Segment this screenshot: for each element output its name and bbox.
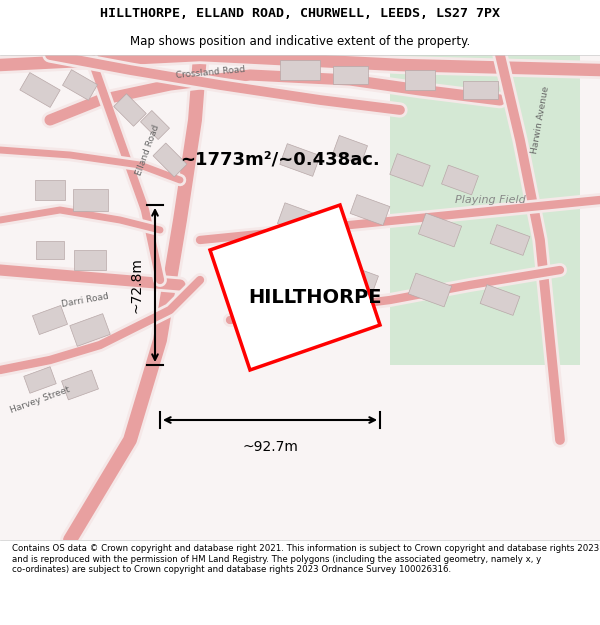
Bar [350,194,390,226]
Bar [390,154,430,186]
Text: ~92.7m: ~92.7m [242,440,298,454]
Bar [74,250,106,270]
Bar [409,273,452,307]
Text: Map shows position and indicative extent of the property.: Map shows position and indicative extent… [130,35,470,48]
Bar [442,165,478,195]
Bar [270,274,310,306]
Text: HILLTHORPE: HILLTHORPE [248,288,382,307]
Bar [480,284,520,316]
Text: Harvey Street: Harvey Street [9,385,71,415]
Bar [62,370,98,400]
Bar [332,66,367,84]
Bar [405,70,435,90]
Bar [70,314,110,346]
Bar [62,70,97,100]
Bar [280,60,320,80]
Bar [73,189,107,211]
Bar [341,265,379,295]
Bar [32,306,68,334]
Bar [418,213,461,247]
Bar [35,180,65,200]
Text: Crossland Road: Crossland Road [175,64,245,79]
Text: ~72.8m: ~72.8m [129,257,143,313]
Bar [24,367,56,393]
Bar [277,203,323,237]
Text: Darri Road: Darri Road [61,291,109,309]
Text: Playing Field: Playing Field [455,195,526,205]
Bar [114,94,146,126]
Bar [490,224,530,256]
Bar [36,241,64,259]
Text: HILLTHORPE, ELLAND ROAD, CHURWELL, LEEDS, LS27 7PX: HILLTHORPE, ELLAND ROAD, CHURWELL, LEEDS… [100,8,500,20]
Bar [332,136,368,164]
Polygon shape [390,55,580,365]
Bar [20,72,60,107]
Text: Harwin Avenue: Harwin Avenue [530,86,550,154]
Bar [140,111,169,139]
Bar [463,81,497,99]
Text: Contains OS data © Crown copyright and database right 2021. This information is : Contains OS data © Crown copyright and d… [12,544,599,574]
Text: Elland Road: Elland Road [134,123,161,177]
Text: ~1773m²/~0.438ac.: ~1773m²/~0.438ac. [180,151,380,169]
Bar [280,144,320,176]
Polygon shape [210,205,380,370]
Bar [153,143,187,177]
